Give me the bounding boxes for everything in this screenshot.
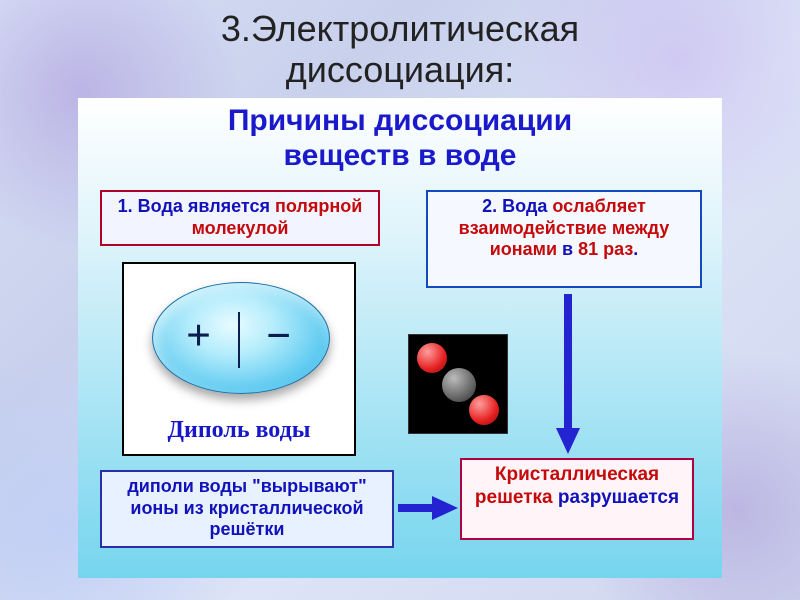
box-4-lattice-destroyed: Кристаллическая решетка разрушается — [460, 458, 694, 540]
box1-prefix: 1. Вода является — [118, 196, 275, 216]
atom-carbon — [442, 368, 476, 402]
minus-sign: − — [266, 310, 291, 361]
diagram-panel: Причины диссоциации веществ в воде 1. Во… — [78, 98, 722, 578]
arrow-box3-to-box4 — [398, 494, 458, 522]
subtitle-line1: Причины диссоциации — [228, 104, 572, 137]
plus-sign: + — [186, 310, 211, 361]
title-line1: 3.Электролитическая — [221, 8, 579, 49]
dipole-illustration: + − Диполь воды — [122, 262, 356, 456]
panel-subtitle: Причины диссоциации веществ в воде — [78, 104, 722, 173]
title-line2: диссоциация: — [286, 49, 515, 90]
dipole-label: Диполь воды — [124, 417, 354, 444]
molecule-illustration — [408, 334, 508, 434]
slide-title: 3.Электролитическая диссоциация: — [0, 8, 800, 91]
box-1-polar-molecule: 1. Вода является полярной молекулой — [100, 190, 380, 246]
box2-prefix: 2. Вода — [482, 196, 552, 216]
box4-highlight: разрушается — [558, 487, 679, 508]
box2-highlight: 81 раз — [578, 239, 633, 259]
water-dipole-ellipse — [152, 282, 330, 394]
box-2-weakens-interaction: 2. Вода ослабляет взаимодействие между и… — [426, 190, 702, 288]
arrow-box2-to-box4 — [554, 294, 582, 454]
box3-text: диполи воды "вырывают" ионы из кристалли… — [127, 476, 366, 539]
box2-mid2: в — [557, 239, 578, 259]
dipole-separator — [238, 312, 240, 368]
atom-oxygen-1 — [417, 343, 447, 373]
box-3-dipoles-pull-ions: диполи воды "вырывают" ионы из кристалли… — [100, 470, 394, 548]
box2-suffix: . — [633, 239, 638, 259]
subtitle-line2: веществ в воде — [284, 139, 517, 172]
atom-oxygen-2 — [469, 395, 499, 425]
